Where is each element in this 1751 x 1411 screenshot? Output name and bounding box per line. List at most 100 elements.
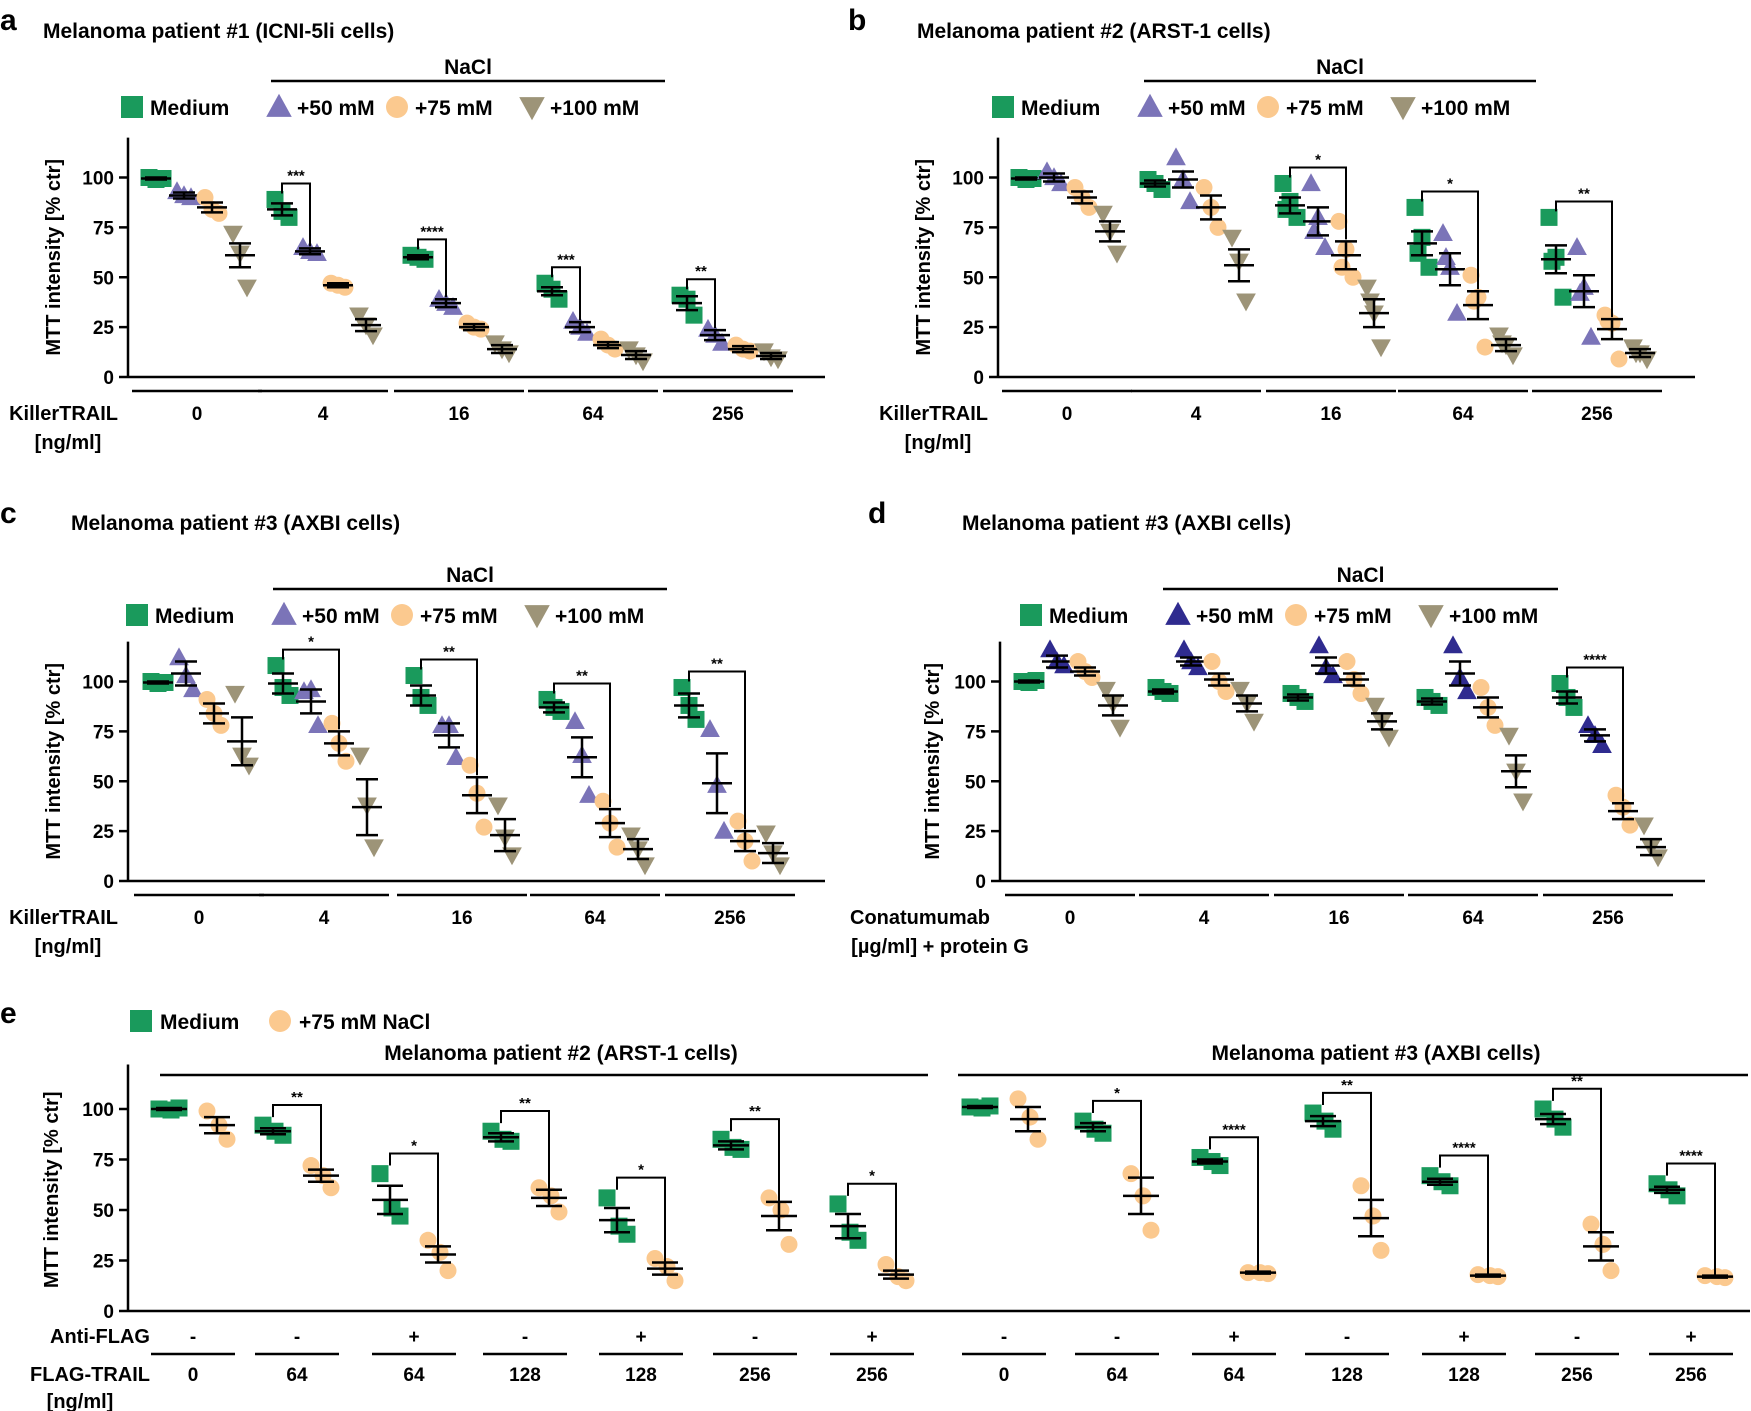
panel-b-errorbar-mm100 xyxy=(1224,248,1254,283)
panel-c-errorbar-mm75 xyxy=(462,776,492,815)
panel-e-flag-trail: 64 xyxy=(1223,1365,1245,1386)
panel-a-legend-marker-mm50 xyxy=(266,93,292,117)
panel-a-xtick-256: 256 xyxy=(712,404,744,425)
panel-a-errorbar-medium xyxy=(267,202,297,217)
panel-e-anti-flag: + xyxy=(635,1327,646,1348)
panel-e-flag-trail: 64 xyxy=(1106,1365,1128,1386)
panel-c-sig-bracket-3 xyxy=(688,670,746,830)
panel-e-anti-flag: - xyxy=(752,1327,758,1348)
panel-d-errorbar-mm50 xyxy=(1042,654,1072,669)
panel-c-xtick-4: 4 xyxy=(319,908,330,929)
panel-e-row-label-anti-flag: Anti-FLAG xyxy=(50,1326,150,1348)
panel-a-errorbar-medium xyxy=(672,294,702,312)
panel-b-point-mm75 xyxy=(1209,218,1227,236)
panel-e-flag-trail: 256 xyxy=(1675,1365,1707,1386)
panel-e-errorbar-medium xyxy=(713,1140,749,1151)
panel-c-ytick-label-25: 25 xyxy=(93,822,115,843)
panel-c-sig-label-1: ** xyxy=(443,644,455,661)
panel-a-errorbar-mm100 xyxy=(621,349,651,361)
panel-c-legend-medium: Medium xyxy=(155,605,234,628)
panel-d-point-mm50 xyxy=(1040,639,1060,658)
panel-c-group-0 xyxy=(142,647,259,776)
panel-a-legend-marker-mm75 xyxy=(386,96,408,118)
panel-e-point-medium xyxy=(829,1195,847,1213)
panel-b-point-mm50 xyxy=(1180,191,1200,210)
panel-e-legend-marker-medium xyxy=(130,1010,152,1032)
panel-e-errorbar-medium xyxy=(1422,1177,1458,1186)
panel-c-point-mm50 xyxy=(565,711,585,730)
panel-c-point-mm50 xyxy=(308,715,328,734)
panel-e-point-mm75 xyxy=(1582,1215,1600,1233)
panel-c-errorbar-mm100 xyxy=(623,837,653,861)
panel-c-errorbar-medium xyxy=(268,672,298,695)
panel-e-errorbar-mm75 xyxy=(1470,1273,1506,1278)
panel-d-nacl-label: NaCl xyxy=(1337,564,1385,587)
panel-e-errorbar-mm75 xyxy=(1697,1274,1733,1279)
panel-d-point-medium xyxy=(1551,674,1569,692)
panel-e-point-mm75 xyxy=(889,1268,907,1286)
panel-b-ytick-label-25: 25 xyxy=(963,318,985,339)
panel-d-ytick-label-75: 75 xyxy=(965,722,987,743)
panel-b-errorbar-mm100 xyxy=(1491,337,1521,353)
panel-b-group-4 xyxy=(1139,147,1256,312)
panel-b-point-medium xyxy=(1554,288,1572,306)
panel-e-anti-flag: - xyxy=(1114,1327,1120,1348)
panel-e-anti-flag: - xyxy=(1574,1327,1580,1348)
panel-d-xtick-16: 16 xyxy=(1328,908,1349,929)
panel-a-legend-mm50: +50 mM xyxy=(297,97,375,120)
panel-a-point-mm100 xyxy=(237,279,257,298)
panel-e-point-medium xyxy=(841,1223,859,1241)
panel-c-errorbar-mm100 xyxy=(352,778,382,837)
panel-c-errorbar-mm100 xyxy=(758,841,788,865)
panel-e-sig-bracket xyxy=(730,1118,780,1202)
panel-d-point-mm100 xyxy=(1365,697,1385,716)
panel-e-point-mm75 xyxy=(550,1203,568,1221)
panel-a-point-mm100 xyxy=(223,225,243,244)
panel-e-flag-trail: 128 xyxy=(1448,1365,1480,1386)
panel-c-point-mm75 xyxy=(729,812,747,830)
panel-d-group-4 xyxy=(1147,639,1264,732)
panel-e-group xyxy=(1304,1104,1390,1259)
panel-e-errorbar-medium xyxy=(483,1131,519,1143)
panel-a-errorbar-mm50 xyxy=(295,247,325,256)
panel-b-ytick-label-0: 0 xyxy=(973,368,984,389)
panel-d-ytick-label-100: 100 xyxy=(954,673,986,694)
panel-e-sig-label: ** xyxy=(1341,1077,1353,1094)
panel-a-y-axis-title: MTT intensity [% ctr] xyxy=(43,159,65,356)
panel-b-errorbar-mm75 xyxy=(1196,194,1226,221)
panel-d-errorbar-medium xyxy=(1283,693,1313,702)
panel-d-point-mm50 xyxy=(1309,635,1329,654)
panel-e-sig-bracket xyxy=(1209,1136,1259,1272)
panel-c-xlabel-2: [ng/ml] xyxy=(35,936,102,958)
panel-e-subpanel-title-2: Melanoma patient #3 (AXBI cells) xyxy=(1211,1042,1540,1065)
panel-d-xtick-0: 0 xyxy=(1065,908,1076,929)
panel-e-sig-label: * xyxy=(411,1137,417,1154)
panel-d-group-16 xyxy=(1282,635,1399,748)
panel-a-errorbar-medium xyxy=(403,254,433,261)
panel-e-errorbar-medium xyxy=(151,1106,187,1112)
panel-c-group-64 xyxy=(538,690,655,876)
panel-e-point-mm75 xyxy=(658,1258,676,1276)
panel-b-ytick-label-75: 75 xyxy=(963,218,985,239)
panel-e-sig-label: **** xyxy=(1679,1148,1703,1165)
panel-b-sig-bracket-1 xyxy=(1421,190,1479,290)
panel-b-point-mm50 xyxy=(1433,223,1453,242)
panel-e-errorbar-mm75 xyxy=(1353,1198,1389,1238)
panel-b-errorbar-mm50 xyxy=(1168,170,1198,189)
panel-e-errorbar-mm75 xyxy=(199,1115,235,1135)
panel-d-point-mm50 xyxy=(1592,735,1612,753)
panel-e-flag-trail: 256 xyxy=(856,1365,888,1386)
panel-a-legend-medium: Medium xyxy=(150,97,229,120)
panel-c-errorbar-medium xyxy=(674,692,704,719)
panel-a-xlabel-1: KillerTRAIL xyxy=(9,403,118,425)
panel-d-y-axis-title: MTT intensity [% ctr] xyxy=(922,663,944,860)
panel-d-errorbar-medium xyxy=(1014,679,1044,684)
panel-e-group xyxy=(482,1122,568,1221)
panel-b-sig-bracket-2 xyxy=(1555,200,1613,318)
panel-e-subpanel-1: Melanoma patient #2 (ARST-1 cells) - 0 - 64 +… xyxy=(150,1042,928,1386)
panel-e-point-mm75 xyxy=(1122,1165,1140,1183)
panel-c-legend-mm50: +50 mM xyxy=(302,605,380,628)
panel-b-point-medium xyxy=(1543,252,1561,270)
panel-d-group-256 xyxy=(1551,674,1668,868)
panel-d-errorbar-mm75 xyxy=(1070,666,1100,677)
